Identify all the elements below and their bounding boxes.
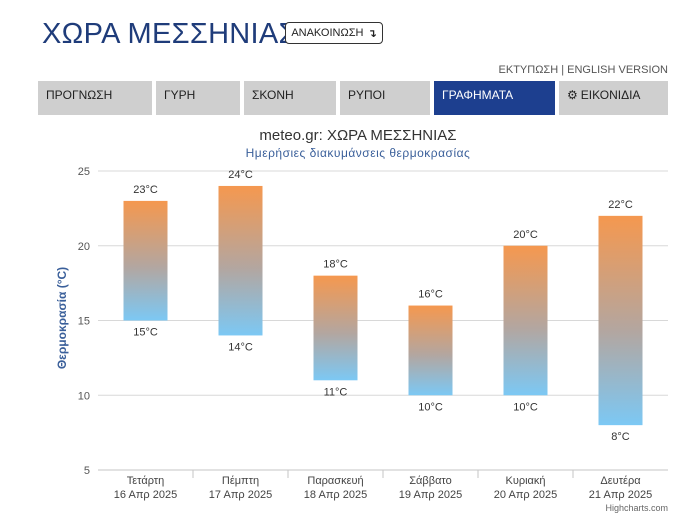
min-temp-label: 10°C <box>513 401 538 413</box>
min-temp-label: 8°C <box>611 431 630 443</box>
chart-credits: Highcharts.com <box>605 503 668 513</box>
temperature-chart: meteo.gr: ΧΩΡΑ ΜΕΣΣΗΝΙΑΣ Ημερήσιες διακυ… <box>55 127 668 513</box>
min-temp-label: 14°C <box>228 341 253 353</box>
max-temp-label: 20°C <box>513 229 538 241</box>
temperature-range-bar[interactable] <box>503 245 548 396</box>
tab-label: ΣΚΟΝΗ <box>252 88 294 102</box>
x-tick-date: 19 Απρ 2025 <box>399 489 462 501</box>
max-temp-label: 18°C <box>323 259 348 271</box>
tab-label: ΡΥΠΟΙ <box>348 88 386 102</box>
min-temp-label: 15°C <box>133 327 158 339</box>
min-temp-label: 11°C <box>324 386 348 398</box>
tab-label: ΕΙΚΟΝΙΔΙΑ <box>580 88 641 102</box>
x-tick-day: Τετάρτη <box>127 475 165 487</box>
temperature-range-bar[interactable] <box>218 185 263 336</box>
gear-icon: ⚙ <box>567 88 578 102</box>
y-tick-label: 20 <box>78 241 90 253</box>
x-tick-date: 17 Απρ 2025 <box>209 489 272 501</box>
y-axis-title: Θερμοκρασία (°C) <box>55 267 69 369</box>
tab-pollutants[interactable]: ΡΥΠΟΙ <box>340 81 430 115</box>
tab-dust[interactable]: ΣΚΟΝΗ <box>244 81 336 115</box>
announcement-button[interactable]: ΑΝΑΚΟΙΝΩΣΗ ↴ <box>285 22 383 44</box>
tab-label: ΓΥΡΗ <box>164 88 196 102</box>
x-tick-day: Παρασκευή <box>307 475 363 487</box>
x-tick-date: 16 Απρ 2025 <box>114 489 177 501</box>
x-tick-date: 18 Απρ 2025 <box>304 489 367 501</box>
link-separator: | <box>561 64 565 76</box>
announcement-label: ΑΝΑΚΟΙΝΩΣΗ <box>291 27 364 39</box>
max-temp-label: 24°C <box>228 169 253 181</box>
temperature-range-bar[interactable] <box>598 215 643 426</box>
temperature-range-bar[interactable] <box>408 305 453 396</box>
print-link[interactable]: ΕΚΤΥΠΩΣΗ <box>498 64 559 76</box>
temperature-range-bar[interactable] <box>313 275 358 381</box>
chart-title: meteo.gr: ΧΩΡΑ ΜΕΣΣΗΝΙΑΣ <box>259 127 456 144</box>
y-tick-label: 5 <box>84 465 90 477</box>
temperature-range-bar[interactable] <box>123 200 168 321</box>
max-temp-label: 23°C <box>133 184 158 196</box>
x-tick-day: Πέμπτη <box>222 475 259 487</box>
x-tick-day: Δευτέρα <box>600 475 641 487</box>
y-tick-label: 10 <box>78 390 90 402</box>
x-tick-date: 21 Απρ 2025 <box>589 489 652 501</box>
x-tick-date: 20 Απρ 2025 <box>494 489 557 501</box>
max-temp-label: 16°C <box>418 289 443 301</box>
tab-label: ΠΡΟΓΝΩΣΗ <box>46 88 113 102</box>
min-temp-label: 10°C <box>418 401 443 413</box>
x-tick-day: Σάββατο <box>409 475 451 487</box>
tab-pollen[interactable]: ΓΥΡΗ <box>156 81 240 115</box>
y-tick-label: 15 <box>78 316 90 328</box>
tab-forecast[interactable]: ΠΡΟΓΝΩΣΗ <box>38 81 152 115</box>
tab-label: ΓΡΑΦΗΜΑΤΑ <box>442 88 514 102</box>
tab-charts[interactable]: ΓΡΑΦΗΜΑΤΑ <box>434 81 555 115</box>
tab-bar: ΠΡΟΓΝΩΣΗ ΓΥΡΗ ΣΚΟΝΗ ΡΥΠΟΙ ΓΡΑΦΗΜΑΤΑ ⚙ ΕΙΚ… <box>38 81 668 115</box>
tab-icons[interactable]: ⚙ ΕΙΚΟΝΙΔΙΑ <box>559 81 668 115</box>
chart-subtitle: Ημερήσιες διακυμάνσεις θερμοκρασίας <box>246 146 471 160</box>
x-tick-day: Κυριακή <box>505 475 545 487</box>
english-version-link[interactable]: ENGLISH VERSION <box>567 64 668 76</box>
y-tick-label: 25 <box>78 166 90 178</box>
arrow-down-icon: ↴ <box>367 27 377 40</box>
top-links: ΕΚΤΥΠΩΣΗ | ENGLISH VERSION <box>499 64 668 76</box>
page-title: ΧΩΡΑ ΜΕΣΣΗΝΙΑΣ <box>42 18 297 50</box>
max-temp-label: 22°C <box>608 199 633 211</box>
